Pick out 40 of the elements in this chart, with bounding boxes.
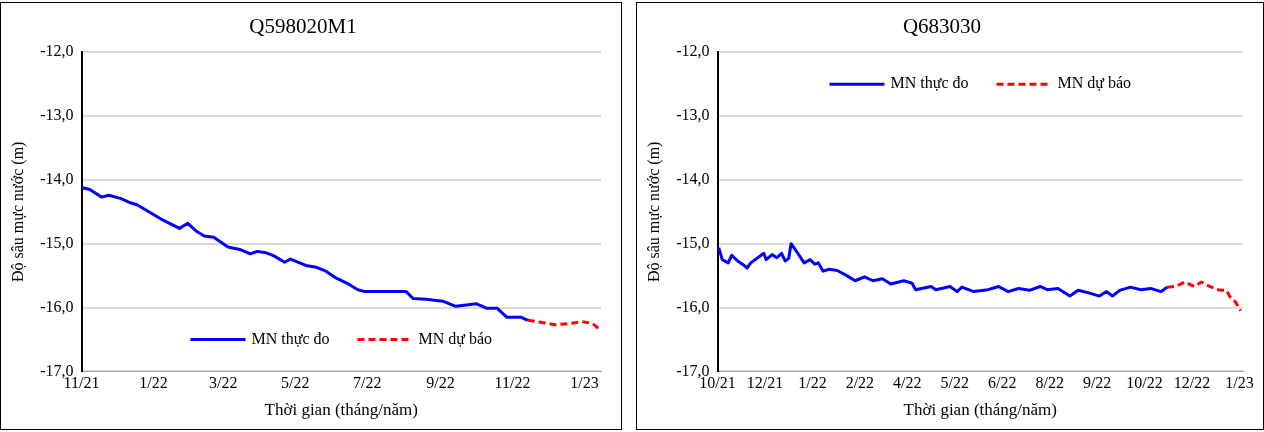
chart-title: Q598020M1 — [249, 14, 357, 39]
x-tick-label: 1/23 — [570, 374, 599, 392]
legend-label: MN thực đo — [251, 329, 330, 347]
legend-label: MN thực đo — [890, 74, 969, 92]
x-axis-title: Thời gian (tháng/năm) — [903, 400, 1057, 420]
x-tick-label: 9/22 — [426, 374, 455, 392]
x-tick-label: 6/22 — [987, 374, 1017, 392]
legend-label: MN dự báo — [418, 329, 493, 347]
x-tick-label: 10/22 — [1126, 374, 1163, 392]
x-tick-label: 9/22 — [1082, 374, 1112, 392]
y-tick-label: -15,0 — [40, 233, 74, 251]
y-tick-label: -16,0 — [40, 297, 74, 315]
y-tick-label: -16,0 — [676, 297, 710, 315]
x-tick-label: 7/22 — [353, 374, 382, 392]
x-tick-label: 12/22 — [1173, 374, 1211, 392]
y-tick-label: -12,0 — [676, 42, 710, 60]
x-tick-label: 11/22 — [494, 374, 531, 392]
y-tick-label: -15,0 — [676, 233, 710, 251]
y-axis-title: Độ sâu mực nước (m) — [644, 141, 663, 283]
x-tick-label: 3/22 — [208, 374, 238, 392]
x-tick-label: 5/22 — [280, 374, 310, 392]
x-tick-label: 5/22 — [940, 374, 969, 392]
chart-title: Q683030 — [902, 14, 982, 39]
x-tick-label: 4/22 — [893, 374, 922, 392]
x-tick-label: 12/21 — [746, 374, 784, 392]
legend-label: MN dự báo — [1057, 74, 1132, 92]
y-tick-label: -13,0 — [40, 106, 74, 124]
y-axis-title: Độ sâu mực nước (m) — [8, 141, 27, 283]
line-series — [1165, 280, 1243, 313]
x-axis-title: Thời gian (tháng/năm) — [264, 400, 418, 420]
x-tick-label: 8/22 — [1035, 374, 1064, 392]
x-tick-label: 2/22 — [845, 374, 875, 392]
line-series — [526, 318, 601, 332]
x-tick-label: 1/23 — [1225, 374, 1254, 392]
y-tick-label: -12,0 — [40, 42, 74, 60]
y-tick-label: -13,0 — [676, 106, 710, 124]
y-tick-label: -14,0 — [40, 170, 74, 188]
x-tick-label: 1/22 — [798, 374, 827, 392]
y-tick-label: -14,0 — [676, 170, 710, 188]
x-tick-label: 1/22 — [139, 374, 168, 392]
